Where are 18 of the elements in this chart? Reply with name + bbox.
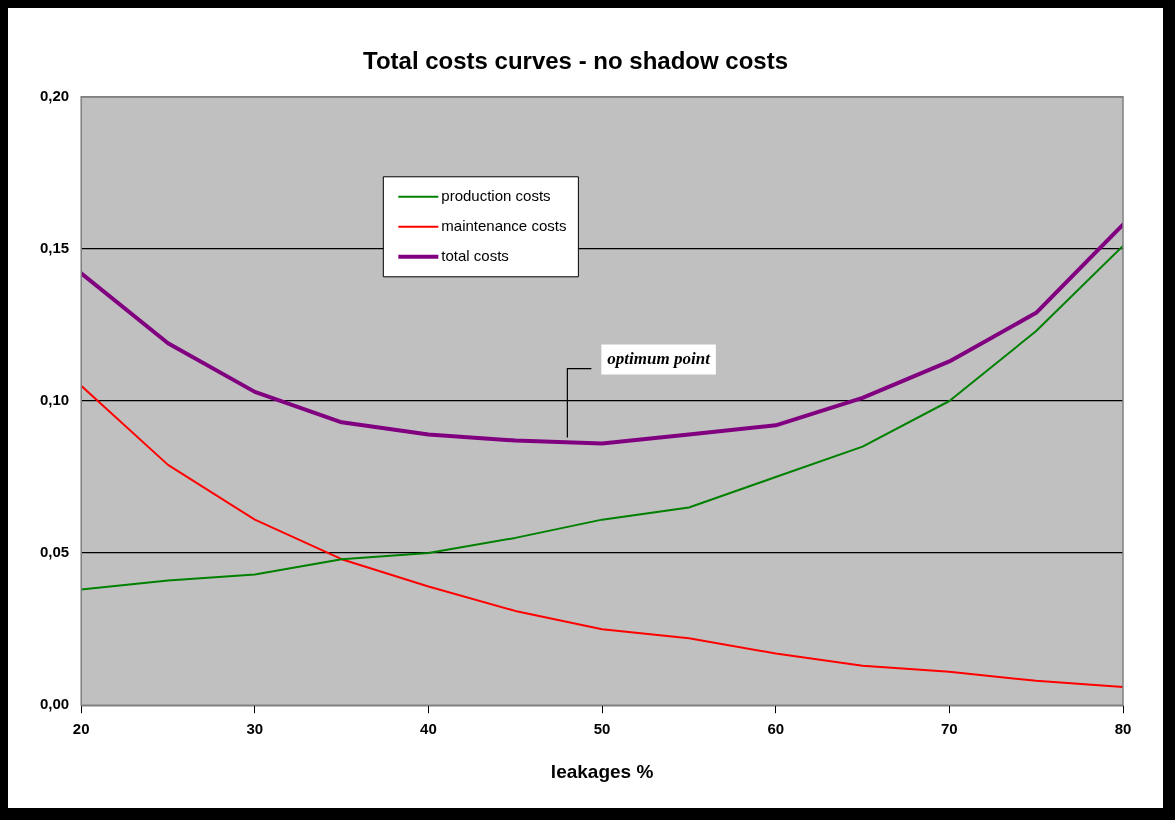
x-tick-label: 40	[420, 720, 437, 738]
legend-label: production costs	[441, 186, 551, 204]
y-tick-label: 0,15	[39, 239, 70, 257]
legend-label: maintenance costs	[441, 216, 567, 234]
annotation: optimum point	[607, 348, 712, 368]
legend-label: total costs	[441, 246, 509, 264]
x-tick-label: 80	[1114, 720, 1132, 738]
x-tick-label: 20	[72, 720, 90, 738]
x-axis-title: leakages %	[550, 760, 654, 782]
chart-title: Total costs curves - no shadow costs	[363, 47, 788, 75]
y-tick-label: 0,20	[39, 86, 70, 104]
y-tick-label: 0,05	[39, 543, 70, 561]
x-tick-label: 30	[246, 720, 264, 738]
x-tick-label: 60	[767, 720, 785, 738]
y-tick-label: 0,10	[39, 391, 70, 409]
x-tick-label: 70	[941, 720, 958, 738]
y-tick-label: 0,00	[39, 695, 70, 713]
x-tick-label: 50	[593, 720, 611, 738]
